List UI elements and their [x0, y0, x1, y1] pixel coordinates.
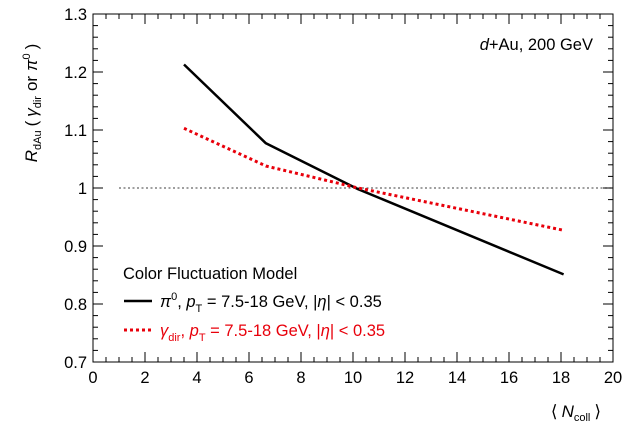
system-annotation: d+Au, 200 GeV: [480, 36, 593, 54]
y-label-paren-open: (: [22, 120, 41, 126]
y-tick-label: 1.2: [64, 64, 87, 82]
y-tick-label: 1: [78, 180, 87, 198]
y-label-paren-close: ): [22, 44, 41, 50]
x-tick-label: 14: [448, 369, 466, 387]
y-label-main: R: [22, 150, 41, 162]
x-tick-label: 6: [244, 369, 253, 387]
x-tick-label: 12: [396, 369, 414, 387]
x-tick-label: 18: [552, 369, 570, 387]
legend-gamma-tail: | < 0.35: [330, 322, 385, 340]
legend-pi0-range: = 7.5-18 GeV, |: [202, 293, 317, 311]
x-tick-label: 4: [192, 369, 201, 387]
y-label-main-sub: dAu: [32, 130, 44, 150]
x-tick-label: 8: [296, 369, 305, 387]
x-tick-label: 2: [140, 369, 149, 387]
series-line-gamma_dir: [183, 126, 564, 232]
legend-pi0-sym-sup: 0: [171, 291, 177, 303]
legend-header: Color Fluctuation Model: [123, 265, 297, 283]
system-annotation-italic: d: [480, 36, 490, 54]
legend-gamma-pt: p: [189, 322, 199, 340]
legend-pi0-eta: η: [317, 293, 326, 311]
axis-layer: 0 2 4 6 8 10 12 14 16 18 20 0.7 0.8 0.9 1 1.1 1.2 1.3: [64, 6, 622, 387]
x-label-open: ⟨: [551, 402, 558, 421]
legend-gamma-range: = 7.5-18 GeV, |: [206, 322, 321, 340]
y-label-gamma: γ: [22, 107, 41, 117]
x-axis-label: ⟨ Ncoll ⟩: [551, 402, 601, 424]
y-tick-label: 0.8: [64, 296, 87, 314]
svg-text:RdAu(γdirorπ0): RdAu ( γdir or π0): [21, 44, 44, 163]
legend: Color Fluctuation Model π0, pT = 7.5-18 …: [123, 265, 385, 344]
y-label-or: or: [22, 76, 41, 91]
y-label-pi: π: [22, 59, 41, 71]
y-label-pi-sup: 0: [21, 53, 33, 59]
series-line-pi0: [183, 63, 565, 276]
x-tick-label: 10: [344, 369, 362, 387]
x-label-N-sub: coll: [574, 412, 591, 424]
legend-pi0-pt: p: [185, 293, 195, 311]
y-axis-label: RdAu ( γdir or π0): [21, 44, 44, 163]
system-annotation-rest: +Au, 200 GeV: [489, 36, 593, 54]
legend-label-pi0: π0, pT = 7.5-18 GeV, |η| < 0.35: [160, 291, 382, 315]
legend-gamma-sym-sub: dir: [168, 332, 181, 344]
legend-label-gamma: γdir, pT = 7.5-18 GeV, |η| < 0.35: [160, 322, 385, 344]
y-label-gamma-sub: dir: [32, 96, 44, 109]
y-tick-label: 1.1: [64, 122, 87, 140]
legend-gamma-pt-sub: T: [199, 332, 206, 344]
legend-pi0-pt-sub: T: [196, 303, 203, 315]
x-label-N: N: [562, 402, 575, 421]
x-tick-label: 0: [88, 369, 97, 387]
legend-gamma-eta: η: [321, 322, 330, 340]
legend-pi0-tail: | < 0.35: [327, 293, 382, 311]
legend-gamma-sym: γ: [160, 322, 170, 340]
legend-pi0-sym: π: [160, 293, 172, 311]
x-tick-label: 16: [500, 369, 518, 387]
x-tick-label: 20: [604, 369, 622, 387]
x-label-close: ⟩: [594, 402, 601, 421]
series-layer: [183, 63, 565, 276]
y-tick-label: 0.7: [64, 354, 87, 372]
y-tick-label: 0.9: [64, 238, 87, 256]
y-tick-label: 1.3: [64, 6, 87, 24]
